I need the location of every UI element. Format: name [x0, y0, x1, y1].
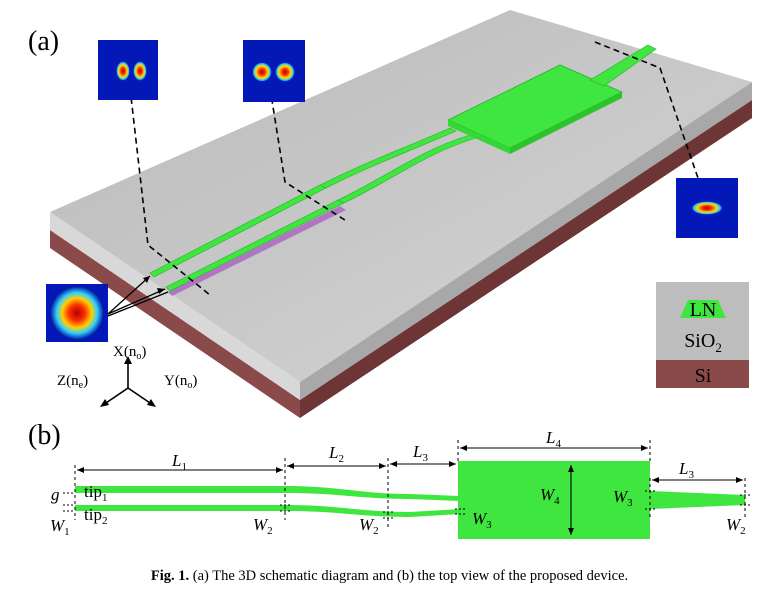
caption-prefix: Fig. 1.	[150, 568, 190, 584]
label-L3-output: L3	[678, 459, 694, 481]
ln-trapezoid	[680, 300, 726, 318]
z-axis-label: Z(ne)	[57, 373, 88, 391]
legend-sio2-label: SiO2	[684, 330, 722, 355]
mode-profile-tm-inset	[98, 40, 158, 100]
mode-profile-te-inset	[243, 40, 305, 102]
x-axis-arrowhead	[124, 356, 132, 364]
label-L1: L1	[171, 451, 187, 473]
legend-ln-label: LN	[690, 299, 717, 321]
dimension-guides	[74, 440, 746, 528]
leader-lines	[129, 41, 699, 296]
label-tip1: tip1	[84, 482, 107, 504]
dimension-arrows	[77, 447, 743, 535]
panel-b-label: (b)	[28, 420, 61, 451]
label-L4: L4	[545, 428, 561, 450]
label-W3-left: W3	[472, 509, 492, 531]
panel-a-label: (a)	[28, 26, 59, 57]
dimension-labels: L1 L2 L3 L4 L3 W4 W3 W3 W2 W2 W2 W1 g	[50, 428, 746, 538]
label-W2-output: W2	[726, 515, 746, 537]
label-g: g	[51, 485, 60, 504]
caption-text: (a) The 3D schematic diagram and (b) the…	[192, 568, 629, 584]
y-axis-label: Y(no)	[164, 373, 197, 391]
label-L3: L3	[412, 442, 428, 464]
label-W4: W4	[540, 485, 560, 507]
tip-labels: tip1 tip2	[84, 482, 107, 527]
label-tip2: tip2	[84, 505, 107, 527]
arrowheads	[77, 445, 743, 535]
label-W2-second: W2	[359, 515, 379, 537]
sio2-layer-side	[300, 82, 752, 400]
material-legend: LN SiO2 Si	[656, 282, 749, 388]
x-axis-label: X(no)	[113, 344, 146, 362]
figure-caption: Fig. 1. (a) The 3D schematic diagram and…	[0, 568, 779, 585]
waveguide-top-view	[75, 461, 745, 539]
mode-profile-input-inset	[46, 284, 108, 342]
y-axis-arrowhead	[147, 399, 156, 407]
legend-si-label: Si	[695, 365, 712, 387]
label-W1: W1	[50, 516, 70, 538]
si-layer-side	[300, 100, 752, 418]
si-layer-front	[50, 230, 300, 418]
coordinate-axes	[102, 360, 154, 406]
label-L2: L2	[328, 443, 344, 465]
z-axis-arrowhead	[100, 399, 109, 407]
waveguide-structure-3d	[149, 44, 657, 296]
label-W2-first: W2	[253, 515, 273, 537]
mode-profile-output-inset	[676, 178, 738, 238]
input-arrows	[107, 275, 169, 317]
label-W3-right: W3	[613, 487, 633, 509]
width-markers	[63, 490, 752, 519]
sio2-layer-front	[50, 212, 300, 400]
